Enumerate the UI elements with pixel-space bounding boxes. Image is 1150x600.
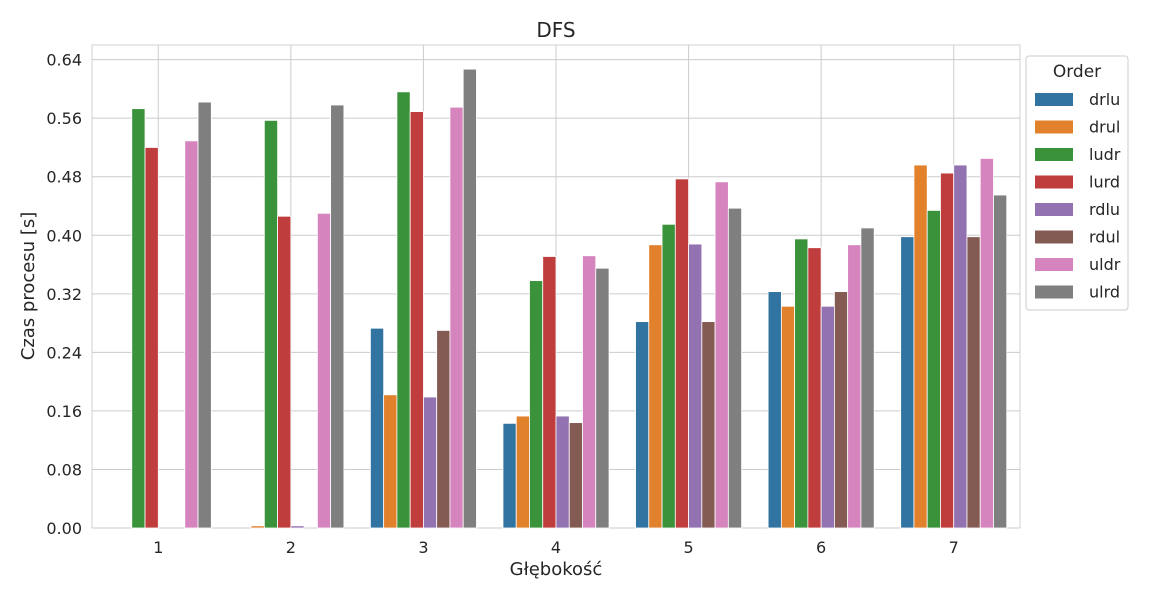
bar-rdul-4 [568,422,583,529]
bar-ludr-5 [661,223,676,529]
bars [131,68,1008,529]
bar-rdlu-3 [423,396,438,529]
bar-rdul-7 [966,236,981,529]
x-axis-label: Głębokość [510,559,603,580]
legend-title: Order [1053,62,1101,82]
bar-rdlu-6 [820,305,835,529]
y-tick-label: 0.64 [46,51,82,70]
legend-label: ulrd [1089,283,1120,302]
bar-drul-5 [648,244,663,529]
legend-label: lurd [1089,173,1120,192]
bar-drul-3 [383,394,398,529]
bar-lurd-3 [409,111,424,529]
y-tick-labels: 0.00 0.08 0.16 0.24 0.32 0.40 0.48 0.56 0.64 [46,51,82,538]
y-tick-label: 0.32 [46,285,82,304]
y-tick-label: 0.56 [46,109,82,128]
bar-uldr-6 [847,244,862,529]
bar-uldr-3 [449,106,464,529]
bar-lurd-4 [542,256,557,529]
y-tick-label: 0.16 [46,402,82,421]
bar-ulrd-6 [860,227,875,529]
bar-ludr-4 [529,280,544,529]
bar-ludr-7 [926,209,941,529]
bar-uldr-2 [316,212,332,529]
x-tick-label: 2 [286,538,296,557]
bar-drlu-5 [635,321,650,529]
x-tick-label: 1 [153,538,163,557]
legend-box [1025,55,1129,311]
y-tick-label: 0.24 [46,343,82,362]
legend-swatch-rdul [1035,230,1073,244]
bar-drlu-7 [900,236,915,529]
x-tick-label: 6 [816,538,826,557]
bar-uldr-7 [979,158,994,529]
bar-lurd-6 [807,247,822,529]
y-tick-label: 0.40 [46,226,82,245]
bar-drlu-3 [369,327,385,529]
legend-swatch-ludr [1035,148,1073,161]
legend-swatch-lurd [1035,175,1073,189]
x-tick-label: 3 [418,538,428,557]
bar-drul-6 [780,305,796,529]
legend-label: drlu [1089,90,1120,109]
bar-ludr-2 [263,119,279,529]
legend-label: rdlu [1089,200,1120,219]
legend: Order drlu drul ludr lurd rdlu rdul uldr ulrd [1025,55,1129,311]
y-tick-label: 0.08 [46,460,82,479]
x-tick-label: 7 [949,538,959,557]
bar-rdlu-5 [688,243,703,529]
bar-rdlu-2 [290,525,305,529]
legend-label: rdul [1089,228,1120,247]
legend-swatch-uldr [1035,258,1073,271]
legend-swatch-rdlu [1035,203,1073,216]
x-tick-label: 5 [683,538,693,557]
bar-ludr-1 [131,108,146,529]
legend-swatch-drlu [1035,93,1073,106]
chart-title: DFS [536,18,575,42]
y-tick-label: 0.00 [46,519,82,538]
bar-lurd-7 [940,172,955,529]
bar-drlu-4 [502,422,517,529]
bar-ludr-3 [396,91,411,529]
bar-ulrd-3 [462,68,477,529]
x-tick-labels: 1 2 3 4 5 6 7 [153,538,959,557]
x-tick-label: 4 [551,538,561,557]
legend-label: uldr [1089,255,1121,274]
bar-ulrd-4 [595,267,610,529]
bar-ulrd-7 [993,194,1008,529]
bar-lurd-5 [674,178,689,529]
bar-uldr-5 [714,181,729,529]
bar-drul-7 [913,164,928,529]
bar-ulrd-2 [330,104,345,529]
bar-uldr-1 [184,140,199,529]
bar-rdul-6 [834,291,849,529]
bar-ulrd-5 [727,207,742,529]
y-axis-label: Czas procesu [s] [18,212,39,361]
bar-rdlu-7 [953,164,968,529]
legend-label: ludr [1089,145,1121,164]
bar-lurd-2 [277,215,292,529]
legend-label: drul [1089,118,1120,137]
bar-drlu-6 [767,291,782,529]
bar-uldr-4 [582,255,597,529]
bar-lurd-1 [144,147,159,529]
legend-swatch-drul [1035,120,1073,134]
bar-ludr-6 [794,238,809,529]
legend-swatch-ulrd [1035,285,1073,299]
bar-rdlu-4 [555,415,570,529]
legend-items: drlu drul ludr lurd rdlu rdul uldr ulrd [1035,90,1121,302]
y-tick-label: 0.48 [46,168,82,187]
bar-ulrd-1 [197,101,212,529]
bar-rdul-3 [436,330,451,529]
bar-drul-4 [515,415,530,529]
bar-drul-2 [250,525,265,529]
bar-rdul-5 [701,321,716,529]
